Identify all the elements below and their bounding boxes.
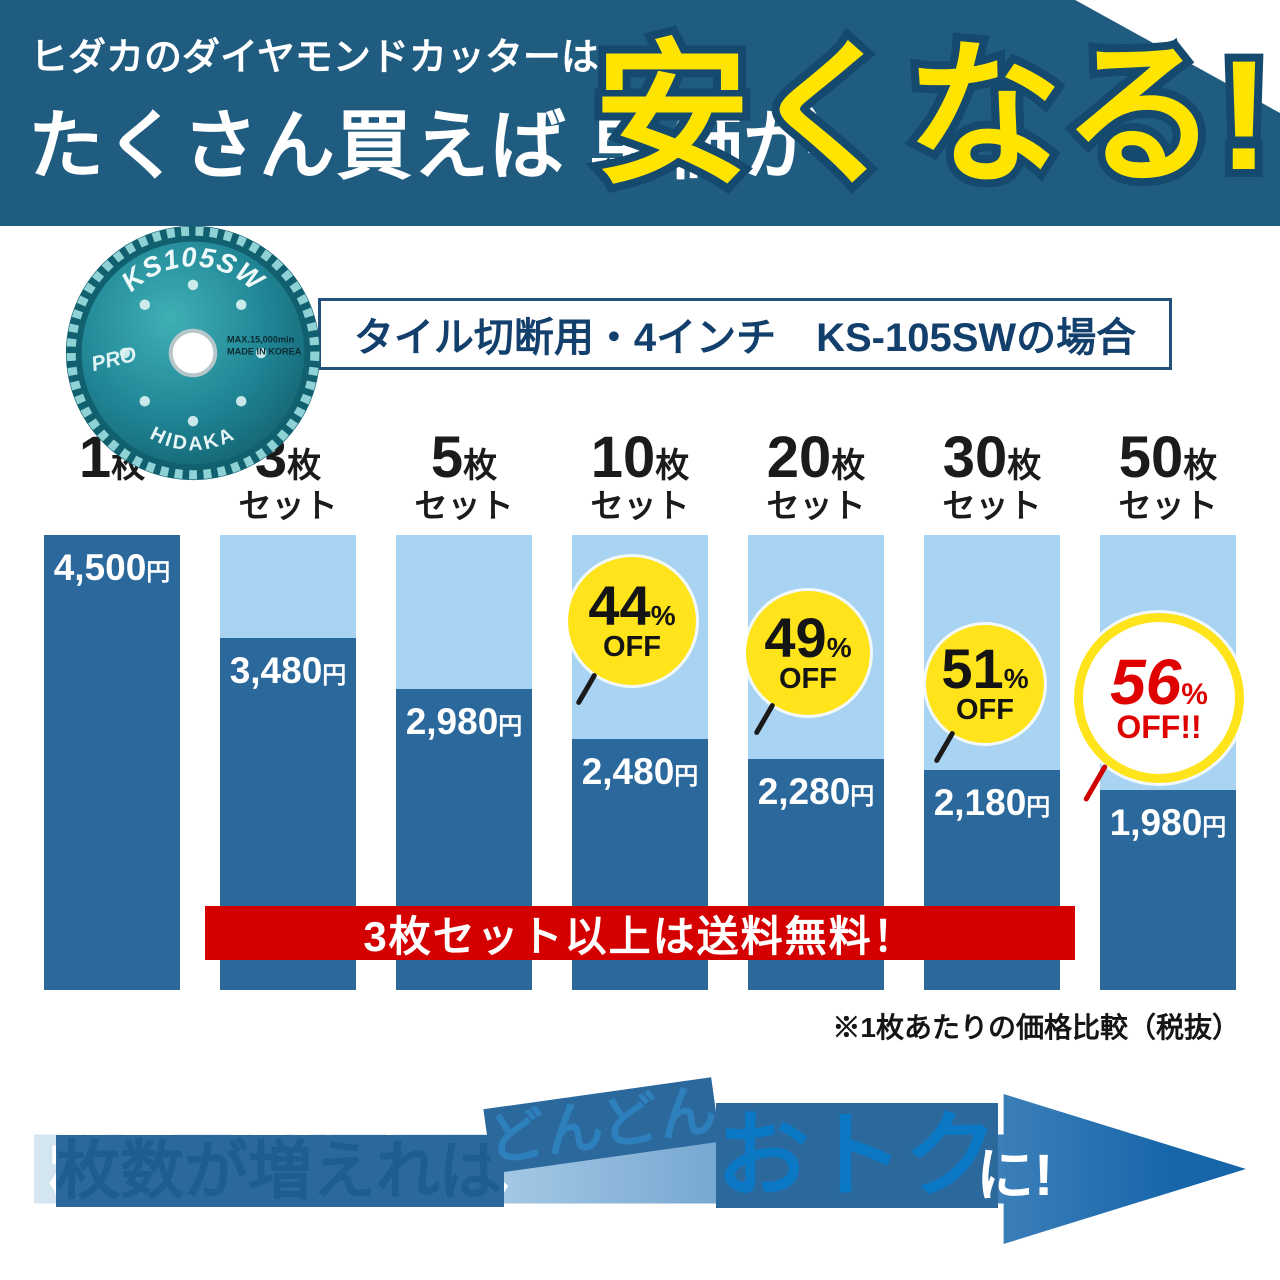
column-count: 30: [942, 425, 1008, 490]
chart-column: 50枚 セット 56% OFF!! 1,980円: [1074, 425, 1246, 990]
column-label: 10枚 セット: [562, 425, 718, 535]
disc-spec-line1: MAX.15,000min: [227, 335, 295, 345]
header-title: たくさん買えば 単価が: [28, 104, 821, 189]
header-banner: [0, 0, 1280, 226]
discount-badge-text: 51% OFF: [941, 637, 1029, 726]
yen-suffix: 円: [1026, 793, 1051, 821]
price-label: 2,180円: [933, 781, 1051, 823]
footer-lead-text: 枚数が増えれば枚数が増えれば: [50, 1129, 510, 1213]
yen-suffix: 円: [146, 559, 171, 586]
badge-pointer: [575, 672, 598, 706]
column-unit: 枚: [1183, 447, 1218, 485]
column-unit: 枚: [831, 447, 866, 485]
column-set-label: セット: [414, 486, 514, 524]
disc-spec-line2: MADE IN KOREA: [227, 346, 302, 356]
column-label: 20枚 セット: [738, 425, 894, 535]
column-label: 5枚 セット: [386, 425, 542, 535]
yen-suffix: 円: [498, 712, 523, 740]
price-bar: 51% OFF 2,180円: [924, 535, 1060, 990]
yen-suffix: 円: [322, 662, 347, 690]
disc-center-hole: [168, 328, 218, 378]
discount-badge-text: 49% OFF: [764, 606, 852, 695]
price-label: 2,280円: [757, 771, 875, 813]
yen-suffix: 円: [674, 763, 699, 791]
discount-badge-51: 51% OFF: [926, 625, 1044, 764]
column-unit: 枚: [655, 447, 690, 485]
footer-tail-text: に!: [976, 1143, 1054, 1208]
column-set-label: セット: [942, 486, 1042, 524]
column-set-label: セット: [238, 486, 338, 524]
price-label: 4,500円: [53, 547, 171, 588]
chart-column: 1枚 4,500円: [34, 427, 190, 990]
header-highlight-text: 安くなる!: [594, 29, 1270, 203]
price-note: ※1枚あたりの価格比較（税抜）: [832, 1012, 1240, 1043]
price-label: 3,480円: [229, 650, 347, 692]
column-count: 50: [1118, 425, 1184, 490]
price-label: 2,980円: [405, 700, 523, 742]
column-set-label: セット: [1118, 486, 1218, 524]
footer-banner: 枚数が増えれば枚数が増えれば どんどんどんどん おトクおトク に!: [34, 1071, 1246, 1244]
column-count: 10: [590, 425, 656, 490]
header-highlight-outline: 安くなる!: [586, 29, 1278, 203]
column-label: 50枚 セット: [1090, 425, 1246, 535]
case-label: タイル切断用・4インチ KS-105SWの場合: [318, 298, 1172, 370]
price-chart: 1枚 4,500円 3枚 セット 3,480円 5枚: [34, 425, 1246, 990]
column-unit: 枚: [287, 447, 322, 485]
chart-column: 30枚 セット 51% OFF 2,180円: [914, 425, 1070, 990]
column-label: 30枚 セット: [914, 425, 1070, 535]
yen-suffix: 円: [1202, 813, 1227, 841]
column-unit: 枚: [1007, 447, 1042, 485]
header-subtitle: ヒダカのダイヤモンドカッターは: [30, 37, 599, 79]
column-set-label: セット: [590, 486, 690, 524]
product-disc-image: KS105SW PRO MAX.15,000min MADE IN KOREA …: [65, 225, 321, 481]
discount-badge-44: 44% OFF: [568, 557, 696, 706]
disc-serrated-edge: [66, 226, 320, 480]
discount-badge-49: 49% OFF: [746, 591, 870, 736]
free-shipping-banner: 3枚セット以上は送料無料！: [205, 906, 1075, 960]
yen-suffix: 円: [850, 783, 875, 811]
price-label: 1,980円: [1109, 801, 1227, 843]
price-bar-fill: 1,980円: [1100, 789, 1236, 990]
column-count: 5: [430, 425, 464, 490]
price-bar: 56% OFF!! 1,980円: [1074, 535, 1244, 990]
header-highlight: 安くなる! 安くなる!: [586, 29, 1278, 203]
column-unit: 枚: [463, 447, 498, 485]
price-bar: 4,500円: [44, 535, 180, 990]
column-count: 20: [766, 425, 832, 490]
column-set-label: セット: [766, 486, 866, 524]
badge-pointer: [753, 702, 776, 736]
badge-pointer: [933, 730, 956, 764]
price-label: 2,480円: [581, 751, 699, 793]
footer-highlight-text: おトクおトク: [710, 1097, 1004, 1214]
discount-badge-text: 56% OFF!!: [1110, 645, 1208, 746]
disc-holes: [119, 279, 267, 427]
price-bar-fill: 4,500円: [44, 535, 180, 990]
discount-badge-text: 44% OFF: [588, 574, 676, 663]
discount-badge-56: 56% OFF!!: [1074, 613, 1244, 803]
